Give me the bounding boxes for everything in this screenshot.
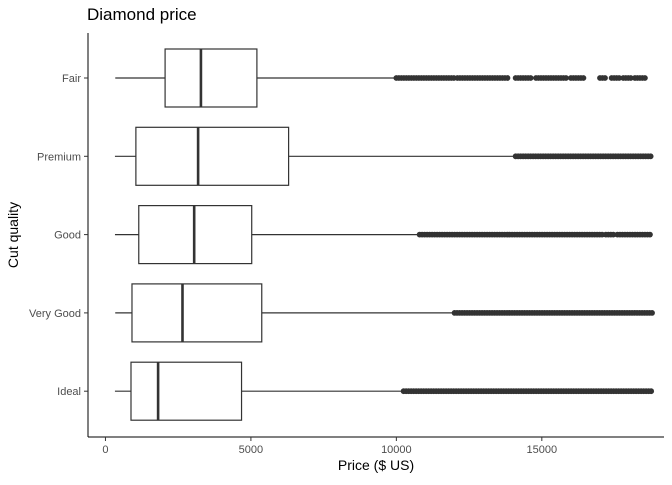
x-axis-title: Price ($ US): [338, 457, 414, 473]
outlier-point: [616, 75, 623, 81]
iqr-box: [135, 126, 290, 186]
y-tick-label: Good: [54, 230, 81, 242]
box-fair: [115, 48, 648, 108]
outlier-point: [642, 75, 648, 81]
x-tick-label: 5000: [239, 444, 263, 456]
outlier-point: [563, 75, 569, 81]
box-very-good: [115, 283, 655, 343]
plot-area: [114, 48, 655, 421]
outlier-point: [647, 153, 654, 160]
y-tick-label: Very Good: [29, 308, 81, 320]
y-tick-label: Fair: [62, 73, 81, 85]
outlier-point: [648, 388, 655, 395]
iqr-box: [131, 283, 263, 343]
y-tick-label: Premium: [37, 151, 81, 163]
x-tick-label: 10000: [381, 444, 412, 456]
outlier-point: [602, 75, 608, 81]
outlier-point: [627, 75, 634, 81]
outlier-point: [504, 75, 511, 81]
box-ideal: [114, 361, 655, 421]
x-tick-label: 15000: [527, 444, 558, 456]
x-tick-label: 0: [102, 444, 108, 456]
x-axis-ticks: 0 5000 10000 15000: [102, 437, 557, 456]
outlier-point: [580, 75, 587, 81]
iqr-box: [130, 361, 243, 421]
outlier-point: [649, 310, 655, 316]
iqr-box: [164, 48, 258, 108]
y-axis-ticks: Fair Premium Good Very Good Ideal: [29, 73, 88, 398]
box-premium: [114, 126, 654, 186]
y-axis-title: Cut quality: [5, 202, 21, 268]
outlier-point: [610, 231, 617, 238]
box-good: [114, 205, 653, 265]
chart-title: Diamond price: [87, 5, 197, 24]
outlier-point: [647, 231, 653, 238]
outlier-point: [527, 75, 534, 81]
y-tick-label: Ideal: [57, 386, 81, 398]
